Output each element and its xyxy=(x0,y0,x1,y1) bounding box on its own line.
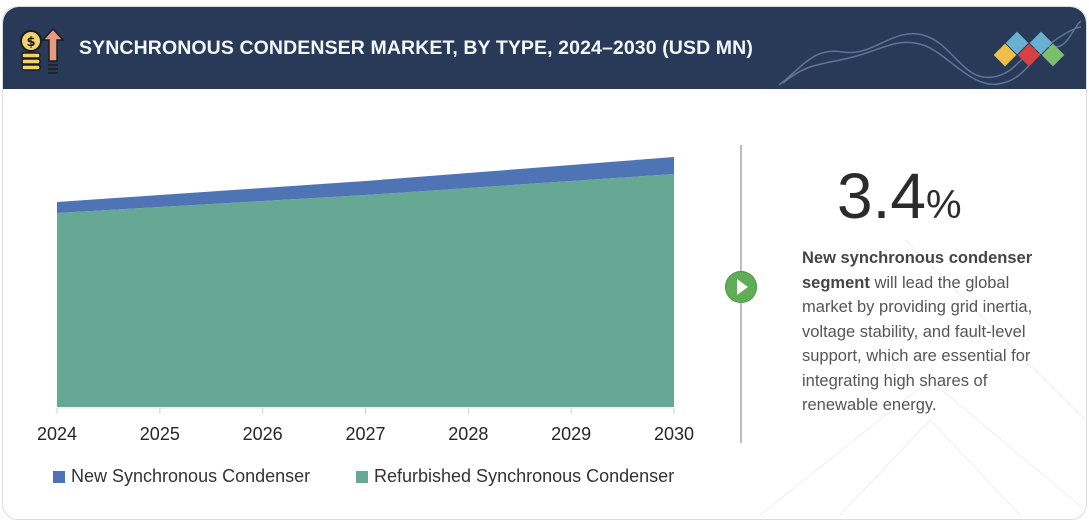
x-tick-label: 2026 xyxy=(242,424,283,444)
chart-title: SYNCHRONOUS CONDENSER MARKET, BY TYPE, 2… xyxy=(79,37,753,59)
legend-swatch-new xyxy=(53,470,65,483)
insight-description: New synchronous condenser segment will l… xyxy=(802,246,1052,418)
cagr-percent: % xyxy=(925,183,962,227)
legend-item-refurbished: Refurbished Synchronous Condenser xyxy=(356,466,674,487)
refurbished-area xyxy=(57,174,674,407)
legend-swatch-refurbished xyxy=(356,470,368,483)
x-tick-label: 2027 xyxy=(345,424,386,444)
new-area xyxy=(57,157,674,213)
x-tick-label: 2029 xyxy=(551,424,592,444)
x-tick-label: 2025 xyxy=(139,424,180,444)
svg-text:$: $ xyxy=(26,35,35,50)
cagr-number: 3.4 xyxy=(837,160,926,232)
insight-bold: New synchronous condenser segment xyxy=(802,249,1033,292)
cagr-value: 3.4% xyxy=(837,160,962,241)
header-banner: $ SYNCHRONOUS CONDENSER MARKET, BY TYPE,… xyxy=(3,7,1086,89)
background-triangles xyxy=(759,239,1086,516)
x-tick-label: 2024 xyxy=(36,424,78,444)
play-icon[interactable] xyxy=(725,271,757,303)
insight-text: will lead the global market by providing… xyxy=(802,273,1033,415)
decorative-waves-logo xyxy=(778,20,1082,86)
x-tick-label: 2030 xyxy=(653,424,695,444)
coins-growth-arrow-icon: $ xyxy=(20,27,65,74)
legend-label-refurbished: Refurbished Synchronous Condenser xyxy=(374,466,675,486)
legend-item-new: New Synchronous Condenser xyxy=(53,466,310,487)
x-tick-label: 2028 xyxy=(448,424,489,444)
legend-label-new: New Synchronous Condenser xyxy=(71,466,311,486)
